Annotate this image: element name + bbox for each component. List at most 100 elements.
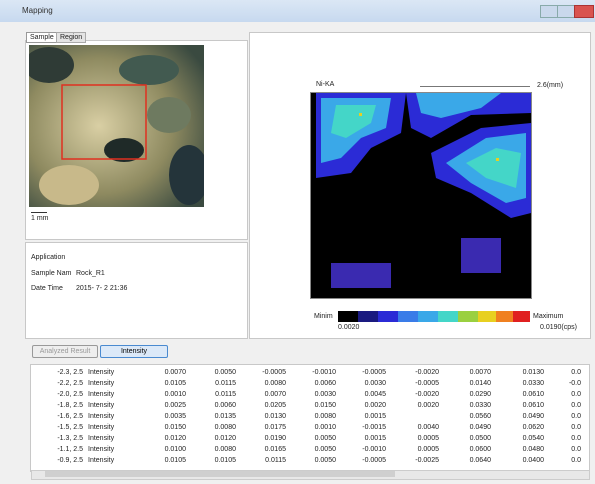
table-cell: 0.0080	[265, 380, 286, 387]
table-cell: 0.0140	[470, 380, 491, 387]
table-cell: -0.0005	[415, 380, 439, 387]
table-cell: 0.0600	[470, 446, 491, 453]
table-cell: -0.0010	[312, 369, 336, 376]
table-cell: 0.0120	[165, 435, 186, 442]
window: Mapping Sample Region 1 mm Application S…	[0, 0, 595, 484]
table-cell: 0.0030	[315, 391, 336, 398]
sample-image	[29, 45, 204, 207]
table-cell: -1.5, 2.5	[57, 424, 83, 431]
table-cell: 0.0640	[470, 457, 491, 464]
table-cell: Intensity	[88, 402, 114, 409]
table-cell: 0.0115	[265, 457, 286, 464]
table-cell: -0.0005	[362, 457, 386, 464]
map-size: 2.6(mm)	[537, 82, 563, 89]
table-cell: 0.0105	[165, 457, 186, 464]
min-label: Minim	[314, 313, 333, 320]
table-cell: Intensity	[88, 380, 114, 387]
table-cell: 0.0100	[165, 446, 186, 453]
table-cell: 0.0400	[523, 457, 544, 464]
table-cell: 0.0190	[265, 435, 286, 442]
scale-label: 1 mm	[31, 215, 49, 222]
tab[interactable]: Region	[56, 32, 86, 43]
minimize-button[interactable]	[540, 5, 558, 18]
max-label: Maximum	[533, 313, 563, 320]
table-cell: 0.0040	[418, 424, 439, 431]
table-cell: -1.6, 2.5	[57, 413, 83, 420]
table-cell: 0.0130	[265, 413, 286, 420]
table-cell: 0.0010	[315, 424, 336, 431]
table-cell: -2.2, 2.5	[57, 380, 83, 387]
table-cell: -2.3, 2.5	[57, 369, 83, 376]
table-cell: 0.0540	[523, 435, 544, 442]
table-cell: 0.0005	[418, 435, 439, 442]
table-cell: -0.0020	[415, 369, 439, 376]
table-cell: Intensity	[88, 424, 114, 431]
table-cell: 0.0330	[523, 380, 544, 387]
table-cell: 0.0130	[523, 369, 544, 376]
scroll-thumb[interactable]	[45, 471, 395, 477]
map-element: Ni-KA	[316, 81, 334, 88]
table-cell: 0.0	[571, 402, 581, 409]
table-cell: -0.0015	[362, 424, 386, 431]
table-cell: -0.9, 2.5	[57, 457, 83, 464]
maximize-button[interactable]	[557, 5, 575, 18]
table-cell: Intensity	[88, 391, 114, 398]
table-cell: Intensity	[88, 435, 114, 442]
table-cell: 0.0010	[165, 391, 186, 398]
min-value: 0.0020	[338, 324, 359, 331]
table-cell: 0.0	[571, 369, 581, 376]
tab[interactable]: Sample	[26, 32, 58, 43]
table-cell: 0.0120	[215, 435, 236, 442]
table-cell: -0.0005	[262, 369, 286, 376]
table-cell: Intensity	[88, 446, 114, 453]
table-cell: 0.0105	[165, 380, 186, 387]
table-cell: 0.0490	[470, 424, 491, 431]
analyzed-result-button[interactable]: Analyzed Result	[32, 345, 98, 358]
table-cell: -2.0, 2.5	[57, 391, 83, 398]
table-cell: 0.0050	[215, 369, 236, 376]
table-cell: 0.0	[571, 424, 581, 431]
info-value: Rock_R1	[76, 270, 105, 277]
table-cell: 0.0105	[215, 457, 236, 464]
table-cell: 0.0	[571, 435, 581, 442]
data-table: -2.3, 2.5 Intensity 0.0070 0.0050 -0.0005 -0.…	[30, 364, 590, 472]
table-cell: 0.0	[571, 446, 581, 453]
table-cell: 0.0015	[365, 435, 386, 442]
table-cell: 0.0035	[165, 413, 186, 420]
table-cell: 0.0050	[315, 457, 336, 464]
table-cell: 0.0025	[165, 402, 186, 409]
table-cell: 0.0150	[315, 402, 336, 409]
table-cell: 0.0135	[215, 413, 236, 420]
title-bar	[0, 0, 595, 22]
table-cell: 0.0610	[523, 402, 544, 409]
table-cell: 0.0060	[315, 380, 336, 387]
table-cell: 0.0290	[470, 391, 491, 398]
table-cell: 0.0080	[215, 446, 236, 453]
intensity-button[interactable]: Intensity	[100, 345, 168, 358]
size-line	[420, 86, 530, 87]
info-value: 2015- 7- 2 21:36	[76, 285, 127, 292]
table-cell: 0.0205	[265, 402, 286, 409]
table-cell: 0.0060	[215, 402, 236, 409]
table-cell: -1.3, 2.5	[57, 435, 83, 442]
table-cell: 0.0	[571, 413, 581, 420]
table-cell: 0.0165	[265, 446, 286, 453]
table-cell: 0.0005	[418, 446, 439, 453]
table-cell: 0.0070	[265, 391, 286, 398]
close-button[interactable]	[574, 5, 594, 18]
table-cell: 0.0610	[523, 391, 544, 398]
table-cell: -1.8, 2.5	[57, 402, 83, 409]
info-label: Application	[31, 254, 65, 261]
table-cell: -0.0	[569, 380, 581, 387]
table-cell: 0.0070	[165, 369, 186, 376]
table-cell: 0.0015	[365, 413, 386, 420]
table-cell: 0.0020	[418, 402, 439, 409]
table-cell: Intensity	[88, 413, 114, 420]
info-label: Date Time	[31, 285, 63, 292]
table-cell: 0.0	[571, 457, 581, 464]
window-title: Mapping	[22, 6, 53, 15]
color-scale	[338, 311, 530, 322]
table-cell: 0.0150	[165, 424, 186, 431]
table-cell: -0.0025	[415, 457, 439, 464]
table-cell: 0.0080	[315, 413, 336, 420]
